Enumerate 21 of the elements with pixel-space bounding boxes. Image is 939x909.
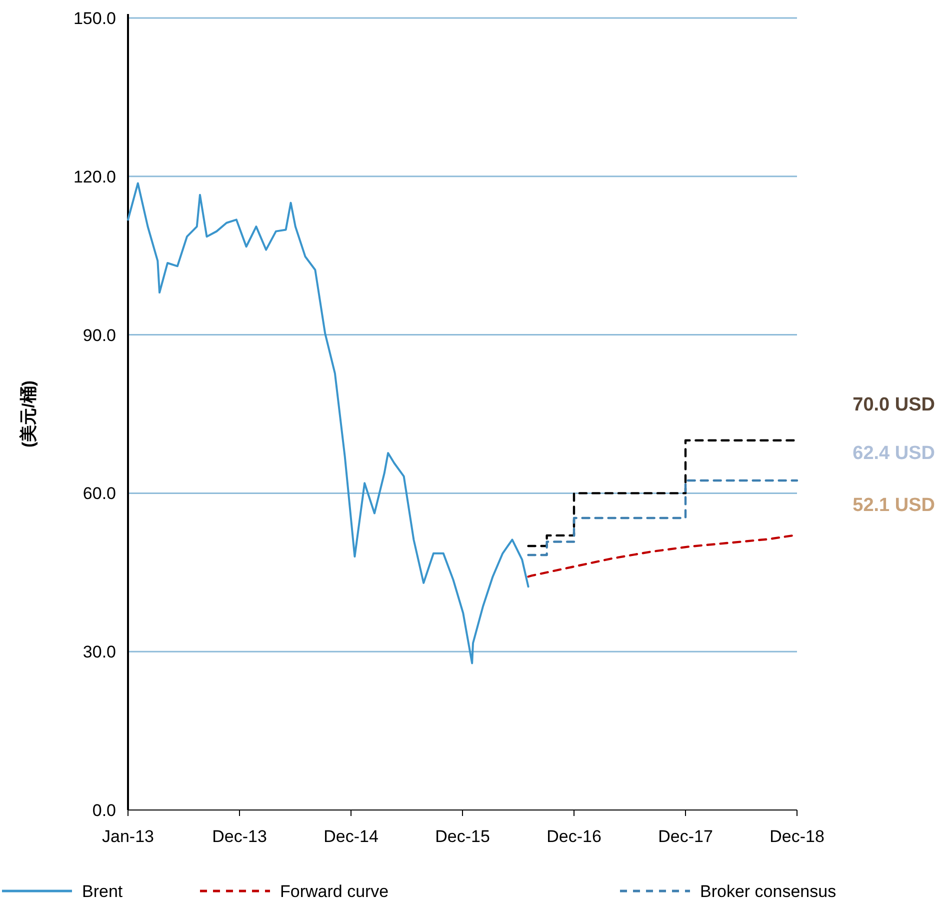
- x-tick-label: Dec-13: [212, 827, 267, 846]
- text: 52.1 USD: [852, 494, 935, 516]
- x-tick-label: Dec-14: [324, 827, 378, 846]
- line-series: [127, 182, 530, 664]
- legend-label: Broker consensus: [700, 882, 836, 901]
- x-tick-label: Dec-16: [546, 827, 602, 846]
- legend-label: Brent: [82, 882, 123, 901]
- x-tick-label: Dec-18: [770, 827, 824, 846]
- y-tick-label: 90.0: [82, 326, 116, 345]
- y-tick-label: 30.0: [82, 642, 116, 662]
- y-tick-label: 0.0: [92, 801, 116, 820]
- y-tick-label: 150.0: [73, 9, 116, 28]
- y-tick-label: 120.0: [73, 167, 116, 186]
- x-tick-label: Dec-17: [658, 827, 713, 846]
- y-axis-title: (美元/桶): [19, 380, 38, 448]
- text: 62.4 USD: [852, 443, 935, 464]
- text: 70.0 USD: [852, 394, 935, 416]
- x-tick-label: Jan-13: [102, 827, 154, 846]
- legend-label: Forward curve: [280, 882, 389, 901]
- x-tick-label: Dec-15: [435, 827, 490, 846]
- y-tick-label: 60.0: [82, 484, 116, 504]
